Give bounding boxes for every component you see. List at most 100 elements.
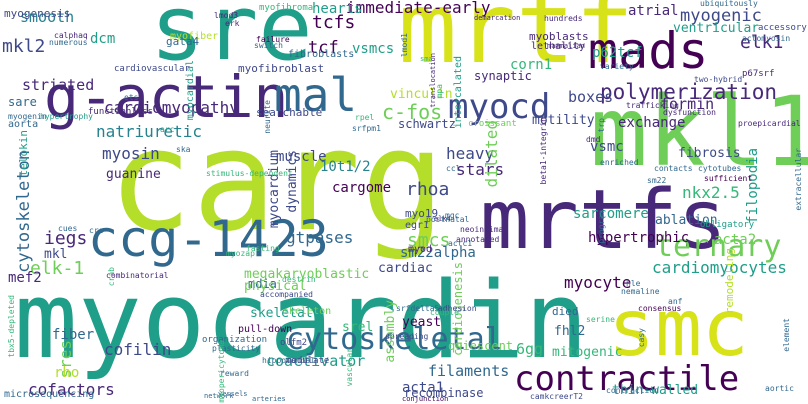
word-network: network	[204, 392, 234, 400]
word-cues: cues	[58, 224, 78, 233]
word-ska: ska	[176, 145, 191, 154]
word-obligatory: obligatory	[700, 220, 755, 230]
word-reward: reward	[220, 369, 249, 378]
word-arteries: arteries	[252, 395, 286, 403]
word-myogenin: myogenin	[8, 112, 47, 121]
word-p67srf: p67srf	[742, 69, 775, 79]
word-myofibroblast: myofibroblast	[238, 62, 325, 75]
word-myocardin: myocardin	[14, 259, 589, 382]
word-ablation: ablation	[655, 213, 718, 228]
word-tbx5-depleted: tbx5-depleted	[7, 295, 16, 358]
word-elk-1: elk-1	[30, 258, 85, 279]
word-dynamics: dynamics	[285, 150, 300, 213]
word-contacts: contacts	[654, 164, 693, 173]
word-actc1: actc1	[448, 239, 473, 248]
word-yeast: yeast	[402, 315, 442, 330]
word-gata4: gata4	[166, 35, 200, 48]
word-egr1: egr1	[405, 220, 430, 231]
word-cre: cre	[89, 226, 104, 235]
word-natriuretic: natriuretic	[96, 122, 202, 141]
word-enriched: enriched	[600, 158, 639, 167]
word-nkx2-5: nkx2.5	[682, 183, 740, 202]
word-sarcomere: sarcomere	[573, 206, 649, 222]
word-beta1-integrin: beta1-integrin	[539, 117, 548, 185]
word-hypertrophy: hypertrophy	[40, 112, 93, 121]
word-accompanied: accompanied	[260, 290, 313, 299]
word-sare: sare	[8, 95, 37, 109]
word-srel: srel	[342, 320, 374, 335]
word-srfpm1: srfpm1	[352, 124, 381, 133]
word-mgc: mgc	[445, 211, 460, 220]
word-physical: physical	[244, 279, 307, 294]
word-iegs: iegs	[44, 228, 88, 249]
word-myopericytoma: myopericytoma	[217, 340, 226, 403]
word-guanine: guanine	[106, 167, 161, 182]
word-lethality: lethality	[531, 41, 586, 52]
word-mef2: mef2	[8, 270, 42, 286]
word-heavy: heavy	[446, 144, 495, 163]
word-p62tcf: p62tcf	[592, 45, 643, 61]
word-cardiomyocytes: cardiomyocytes	[652, 258, 787, 277]
word-tcf: tcf	[308, 38, 339, 58]
word-myofiber: myofiber	[170, 31, 219, 42]
word-hypertrophic: hypertrophic	[588, 230, 690, 246]
word-filopodia: filopodia	[745, 148, 761, 224]
word-cytoskeletal: cytoskeletal	[286, 322, 503, 357]
word-myogenic: myogenic	[680, 6, 762, 26]
word-postnatal: postnatal	[426, 215, 470, 224]
word-sm22: sm22	[647, 176, 667, 185]
word-trp: trp	[597, 118, 606, 133]
word-megakaryoblastic: megakaryoblastic	[244, 267, 370, 282]
word-serine: serine	[586, 315, 615, 324]
word-ubiquitously: ubiquitously	[700, 0, 758, 8]
word-atrial: atrial	[628, 3, 679, 19]
word-mkl1: mkl1	[590, 76, 808, 188]
word-motility: motility	[532, 113, 595, 128]
word-filaments: filaments	[428, 362, 510, 380]
word-sufficient: sufficient	[704, 174, 753, 183]
word-carg: carg	[108, 100, 446, 263]
word-mitogenic: mitogenic	[552, 345, 623, 360]
word-hundreds: hundreds	[544, 14, 583, 23]
word-muscle: muscle	[276, 149, 327, 165]
word-nemaline: nemaline	[621, 287, 660, 296]
word-mammalian: mammalian	[547, 42, 585, 50]
word-cofilin: cofilin	[104, 340, 172, 359]
word-smc: smc	[608, 284, 749, 374]
word-ventricular: ventricular	[673, 21, 760, 36]
word-rpel: rpel	[355, 113, 375, 122]
word-dilated: dilated	[482, 120, 501, 188]
word-elk4: elk4	[434, 215, 451, 223]
word-stimulus-dependent: stimulus-dependent	[206, 169, 293, 178]
word-myocd: myocd	[448, 87, 551, 127]
word-vinculin: vinculin	[390, 87, 453, 102]
word-croissant: croissant	[468, 119, 517, 129]
word-calphaq: calphaq	[54, 31, 88, 40]
word-vascular: vascular	[345, 348, 354, 387]
word-crab: crab	[107, 267, 116, 287]
word-contractile: contractile	[514, 359, 740, 399]
word-adhesion: adhesion	[438, 304, 477, 313]
word-casy: casy	[637, 328, 646, 348]
word-microsequencing: microsequencing	[4, 389, 95, 400]
word-polymerization: polymerization	[600, 80, 778, 104]
word-destrin: destrin	[282, 275, 316, 284]
word-lmod3: lmod3	[214, 11, 239, 20]
word-quiescent: quiescent	[448, 339, 514, 353]
word-fibrosis: fibrosis	[678, 146, 741, 161]
word-spreading: spreading	[385, 332, 429, 341]
word-hippocampal: hippocampal	[262, 356, 315, 365]
word-lmod1: lmod1	[400, 33, 409, 58]
word-numerous: numerous	[49, 38, 88, 47]
word-accessory: accessory	[758, 23, 807, 33]
word-switch: switch	[254, 41, 283, 50]
word-ccg-1423: ccg-1423	[88, 210, 329, 268]
word-cardiac: cardiac	[378, 261, 433, 276]
word-mrtf: mrtf	[398, 0, 635, 86]
word-ets: ets	[124, 93, 139, 102]
word-myo19: myo19	[405, 207, 439, 220]
word-fibroblasts: fibroblasts	[288, 49, 355, 60]
word-combinatorial: combinatorial	[106, 271, 169, 280]
word-10t1-2: 10t1/2	[320, 159, 371, 175]
